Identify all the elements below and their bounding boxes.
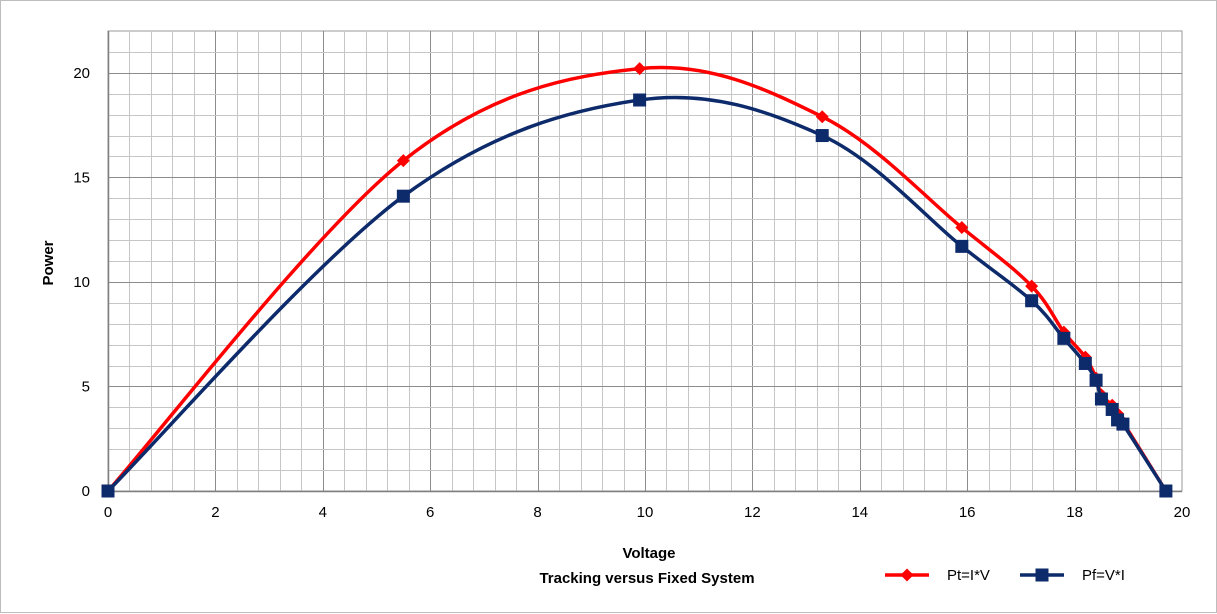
legend-marker [900,568,914,582]
y-tick-label: 10 [73,274,90,291]
square-point [1057,331,1071,345]
x-tick-label: 16 [959,504,976,521]
legend-item: Pf=V*I [1020,567,1125,584]
y-tick-label: 15 [73,169,90,186]
legend-marker [1035,568,1049,582]
tick-labels: 0 2 4 6 8 10 12 14 16 18 20 0 5 10 15 20 [73,65,1190,521]
square-point [633,93,647,107]
square-point [396,189,410,203]
x-tick-label: 12 [744,504,761,521]
square-point [1025,294,1039,308]
legend-label: Pf=V*I [1082,567,1125,584]
x-tick-label: 18 [1066,504,1083,521]
square-point [1105,402,1119,416]
x-axis-title: Voltage [622,545,675,562]
legend: Pt=I*V Pf=V*I [885,567,1125,584]
y-tick-label: 20 [73,65,90,82]
x-tick-label: 10 [637,504,654,521]
square-point [955,239,969,253]
y-axis-title: Power [40,240,57,285]
y-tick-label: 0 [82,483,90,500]
series-layer [101,62,1173,498]
legend-item: Pt=I*V [885,567,990,584]
x-tick-label: 20 [1174,504,1191,521]
square-point [815,129,829,143]
legend-label: Pt=I*V [947,567,990,584]
diamond-point [396,154,410,168]
y-tick-label: 5 [82,378,90,395]
diamond-point [1025,279,1039,293]
x-tick-label: 0 [104,504,112,521]
diamond-point [633,62,647,76]
square-point [101,484,115,498]
square-point [1078,356,1092,370]
diamond-point [955,221,969,235]
x-tick-label: 14 [851,504,868,521]
x-tick-label: 2 [211,504,219,521]
x-tick-label: 4 [319,504,327,521]
diamond-point [815,110,829,124]
square-point [1089,373,1103,387]
series-pf [101,93,1173,498]
x-tick-label: 6 [426,504,434,521]
x-tick-label: 8 [533,504,541,521]
square-point [1094,392,1108,406]
square-point [1159,484,1173,498]
square-point [1116,417,1130,431]
chart-caption: Tracking versus Fixed System [539,570,754,587]
